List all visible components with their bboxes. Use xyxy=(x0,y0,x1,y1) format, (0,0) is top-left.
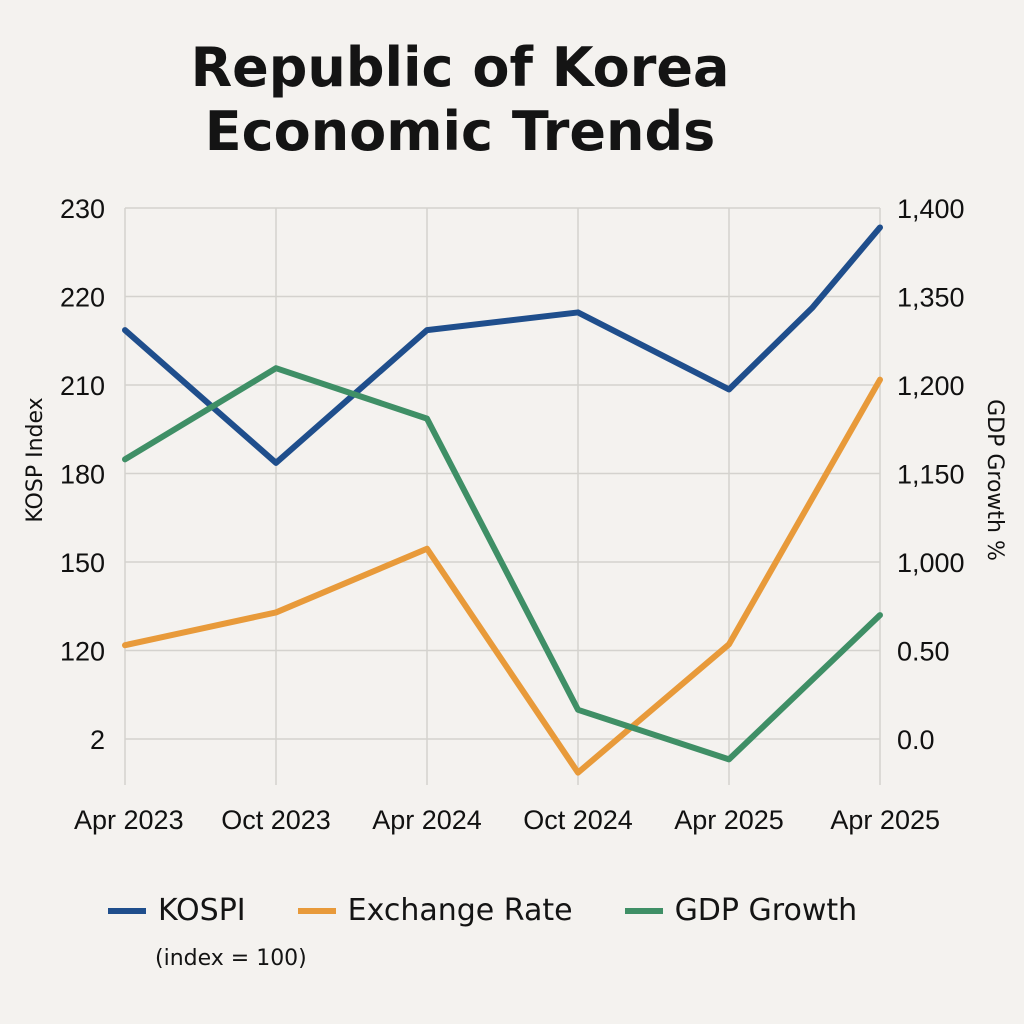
legend: KOSPI Exchange Rate GDP Growth xyxy=(108,893,909,928)
legend-item-exchange-rate: Exchange Rate xyxy=(297,893,573,928)
x-tick-label: Oct 2024 xyxy=(523,805,633,835)
right-tick-label: 1,350 xyxy=(897,283,965,313)
right-tick-label: 1,200 xyxy=(897,371,965,401)
right-axis-label: GDP Growth % xyxy=(982,399,1007,561)
left-tick-label: 2 xyxy=(90,725,105,755)
x-tick-label: Apr 2025 xyxy=(830,805,940,835)
legend-note: (index = 100) xyxy=(155,946,307,971)
legend-swatch-exchange-rate xyxy=(297,907,336,914)
right-tick-label: 1,400 xyxy=(897,194,965,224)
chart-title: Republic of Korea Economic Trends xyxy=(0,36,920,164)
x-tick-label: Apr 2025 xyxy=(674,805,784,835)
left-tick-label: 220 xyxy=(60,283,105,313)
right-tick-label: 1,150 xyxy=(897,460,965,490)
right-tick-label: 0.50 xyxy=(897,637,950,667)
legend-swatch-kospi xyxy=(108,907,146,914)
series-line-kospi xyxy=(122,224,883,466)
right-tick-label: 1,000 xyxy=(897,548,965,578)
left-tick-label: 180 xyxy=(60,460,105,490)
chart-title-line-2: Economic Trends xyxy=(204,100,716,163)
left-tick-label: 210 xyxy=(60,371,105,401)
left-tick-label: 230 xyxy=(60,194,105,224)
left-axis-label: KOSP Index xyxy=(23,397,48,522)
legend-item-gdp-growth: GDP Growth xyxy=(624,893,858,928)
chart-title-line-1: Republic of Korea xyxy=(190,36,730,99)
legend-item-kospi: KOSPI xyxy=(108,893,246,928)
legend-label-gdp-growth: GDP Growth xyxy=(674,893,858,928)
series-line-exchange-rate xyxy=(122,376,883,776)
x-tick-label: Oct 2023 xyxy=(221,805,331,835)
left-tick-label: 120 xyxy=(60,637,105,667)
legend-label-exchange-rate: Exchange Rate xyxy=(347,893,573,928)
left-tick-label: 150 xyxy=(60,548,105,578)
legend-label-kospi: KOSPI xyxy=(158,893,246,928)
x-tick-label: Apr 2024 xyxy=(372,805,482,835)
legend-swatch-gdp-growth xyxy=(624,907,663,914)
right-tick-label: 0.0 xyxy=(897,725,935,755)
x-tick-label: Apr 2023 xyxy=(74,805,184,835)
series-line-gdp-growth xyxy=(122,365,883,763)
